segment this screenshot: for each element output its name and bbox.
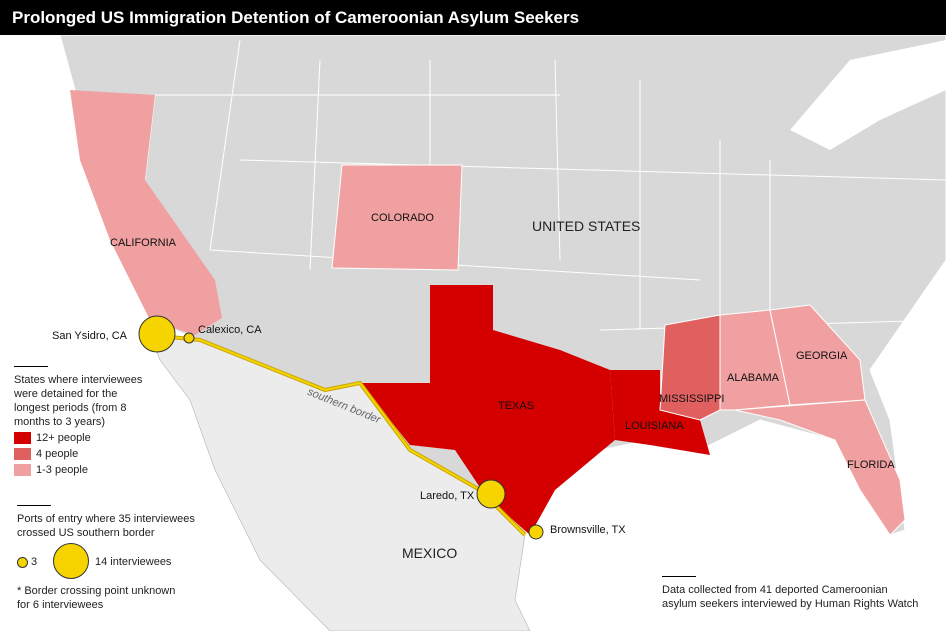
state-california — [70, 90, 222, 335]
map-title: Prolonged US Immigration Detention of Ca… — [0, 0, 946, 35]
state-mississippi — [659, 314, 721, 421]
state-label: MISSISSIPPI — [659, 393, 725, 405]
state-texas — [360, 285, 615, 535]
state-louisiana — [610, 370, 710, 455]
legend-item: 12+ people — [14, 431, 154, 445]
legend-states: States where interviewees were detained … — [14, 366, 154, 479]
state-florida — [734, 399, 906, 536]
legend-ports-title: Ports of entry where 35 interviewees cro… — [17, 513, 195, 539]
legend-large-label: 14 interviewees — [95, 556, 172, 568]
port-calexico — [183, 332, 195, 344]
legend-note: * Border crossing point unknown for 6 in… — [17, 585, 176, 611]
port-label: Brownsville, TX — [550, 524, 626, 536]
port-label: San Ysidro, CA — [52, 330, 128, 342]
port-brownsville — [528, 524, 544, 540]
legend-ports: Ports of entry where 35 interviewees cro… — [17, 505, 202, 612]
state-label: LOUISIANA — [625, 420, 684, 432]
state-colorado — [331, 164, 463, 271]
state-georgia — [769, 304, 866, 406]
label-mexico: MEXICO — [402, 545, 458, 561]
large-circle-icon — [53, 543, 89, 579]
legend-item: 1-3 people — [14, 463, 154, 477]
state-label: TEXAS — [498, 400, 535, 412]
label-united-states: UNITED STATES — [532, 218, 641, 234]
small-circle-icon — [17, 557, 28, 568]
legend-states-title: States where interviewees were detained … — [14, 374, 143, 428]
source-note: Data collected from 41 deported Cameroon… — [662, 576, 922, 611]
legend-item: 4 people — [14, 447, 154, 461]
state-label: CALIFORNIA — [110, 237, 177, 249]
great-lakes — [790, 40, 946, 150]
legend-small-label: 3 — [31, 556, 38, 568]
port-label: Laredo, TX — [420, 490, 475, 502]
port-label: Calexico, CA — [198, 324, 262, 336]
state-label: FLORIDA — [847, 459, 895, 471]
port-san-ysidro — [138, 315, 176, 353]
state-label: GEORGIA — [796, 350, 848, 362]
port-laredo — [476, 479, 506, 509]
map — [0, 35, 946, 631]
state-label: ALABAMA — [727, 372, 779, 384]
state-label: COLORADO — [371, 212, 434, 224]
